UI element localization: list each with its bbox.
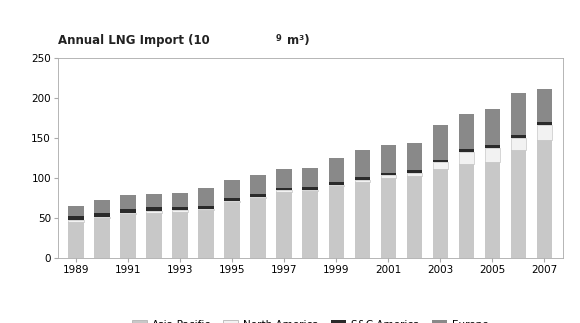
Bar <box>95 213 110 217</box>
Bar <box>354 180 370 182</box>
Bar <box>303 168 318 187</box>
Bar <box>121 195 136 209</box>
Bar <box>303 187 318 190</box>
Bar <box>121 209 136 213</box>
Text: 9: 9 <box>276 34 281 43</box>
Bar <box>121 214 136 258</box>
Bar <box>510 135 526 138</box>
Bar <box>328 186 344 258</box>
Bar <box>459 152 474 164</box>
Bar <box>198 188 214 205</box>
Bar <box>224 198 240 201</box>
Bar <box>484 145 500 148</box>
Bar <box>354 178 370 180</box>
Bar <box>251 193 266 197</box>
Bar <box>510 150 526 258</box>
Legend: Asia-Pacific, North America, S&C America, Europe: Asia-Pacific, North America, S&C America… <box>128 316 493 323</box>
Bar <box>536 125 552 140</box>
Bar <box>172 193 188 207</box>
Bar <box>95 200 110 213</box>
Bar <box>172 210 188 212</box>
Bar <box>328 182 344 185</box>
Bar <box>198 210 214 258</box>
Bar <box>121 213 136 214</box>
Bar <box>146 193 162 207</box>
Text: Annual LNG Import (10: Annual LNG Import (10 <box>58 34 210 47</box>
Bar <box>536 122 552 125</box>
Bar <box>484 162 500 258</box>
Text: m³): m³) <box>287 34 310 47</box>
Bar <box>510 93 526 135</box>
Bar <box>146 211 162 213</box>
Bar <box>68 216 84 220</box>
Bar <box>407 176 422 258</box>
Bar <box>95 217 110 218</box>
Bar <box>354 150 370 178</box>
Bar <box>380 145 396 173</box>
Bar <box>277 192 292 258</box>
Bar <box>303 190 318 191</box>
Bar <box>380 175 396 178</box>
Bar <box>224 201 240 202</box>
Bar <box>484 109 500 145</box>
Bar <box>459 150 474 152</box>
Bar <box>251 175 266 193</box>
Bar <box>172 207 188 210</box>
Bar <box>536 140 552 258</box>
Bar <box>433 162 448 169</box>
Bar <box>354 182 370 258</box>
Bar <box>536 89 552 122</box>
Bar <box>224 180 240 198</box>
Bar <box>277 190 292 192</box>
Bar <box>459 114 474 150</box>
Bar <box>224 202 240 258</box>
Bar <box>433 160 448 162</box>
Bar <box>407 173 422 176</box>
Bar <box>277 188 292 190</box>
Bar <box>484 148 500 162</box>
Bar <box>146 213 162 258</box>
Bar <box>146 207 162 211</box>
Bar <box>510 138 526 150</box>
Bar <box>328 158 344 182</box>
Bar <box>433 125 448 160</box>
Bar <box>433 169 448 258</box>
Bar <box>68 206 84 216</box>
Bar <box>407 143 422 170</box>
Bar <box>198 209 214 210</box>
Bar <box>328 185 344 186</box>
Bar <box>68 220 84 222</box>
Bar <box>95 218 110 258</box>
Bar <box>380 173 396 175</box>
Bar <box>251 198 266 258</box>
Bar <box>277 170 292 188</box>
Bar <box>459 164 474 258</box>
Bar <box>68 222 84 258</box>
Bar <box>172 212 188 258</box>
Bar <box>303 191 318 258</box>
Bar <box>251 197 266 198</box>
Bar <box>380 178 396 258</box>
Bar <box>198 205 214 209</box>
Bar <box>407 170 422 173</box>
